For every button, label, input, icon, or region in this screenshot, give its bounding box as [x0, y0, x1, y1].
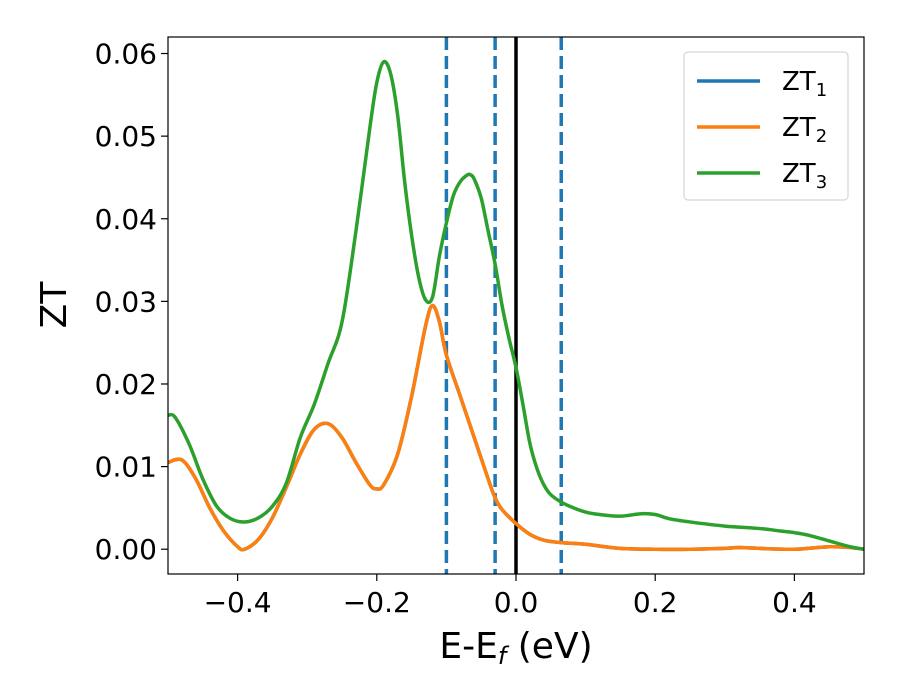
- legend-frame: [683, 51, 849, 201]
- x-axis-ticks: −0.4 −0.2 0.0 0.2 0.4: [204, 574, 817, 619]
- x-tick-label: −0.2: [343, 586, 411, 619]
- legend-entry-2: ZT2: [697, 113, 827, 147]
- legend-label: ZT3: [782, 159, 827, 193]
- x-tick-label: 0.0: [494, 586, 539, 619]
- y-tick-label: 0.05: [95, 120, 157, 153]
- legend-label: ZT1: [782, 67, 827, 101]
- y-axis-title: ZT: [34, 281, 75, 329]
- legend-label-main: ZT: [782, 159, 816, 189]
- y-tick-label: 0.01: [95, 451, 157, 484]
- series-line-2: [168, 303, 864, 552]
- legend-label-subscript: 2: [816, 126, 827, 147]
- y-tick-label: 0.06: [95, 38, 157, 71]
- series-lines: [168, 59, 864, 552]
- x-axis-title-unit: (eV): [506, 626, 592, 667]
- legend-label-subscript: 3: [816, 172, 827, 193]
- legend-entry-1: ZT1: [697, 67, 827, 101]
- x-tick-label: 0.4: [772, 586, 817, 619]
- legend-entry-3: ZT3: [697, 159, 827, 193]
- legend-label-main: ZT: [782, 113, 816, 143]
- y-axis-ticks: 0.00 0.01 0.02 0.03 0.04 0.05 0.06: [95, 38, 168, 566]
- y-tick-label: 0.03: [95, 285, 157, 318]
- x-tick-label: −0.4: [204, 586, 272, 619]
- series-line-3: [168, 59, 864, 551]
- legend-label: ZT2: [782, 113, 827, 147]
- x-tick-label: 0.2: [633, 586, 678, 619]
- legend-label-subscript: 1: [816, 80, 827, 101]
- y-tick-label: 0.02: [95, 368, 157, 401]
- x-axis-title: E-Ef (eV): [439, 626, 592, 670]
- reference-lines: [444, 37, 563, 574]
- y-tick-label: 0.00: [95, 533, 157, 566]
- y-tick-label: 0.04: [95, 203, 157, 236]
- x-axis-title-main: E-E: [439, 626, 497, 667]
- legend-label-main: ZT: [782, 67, 816, 97]
